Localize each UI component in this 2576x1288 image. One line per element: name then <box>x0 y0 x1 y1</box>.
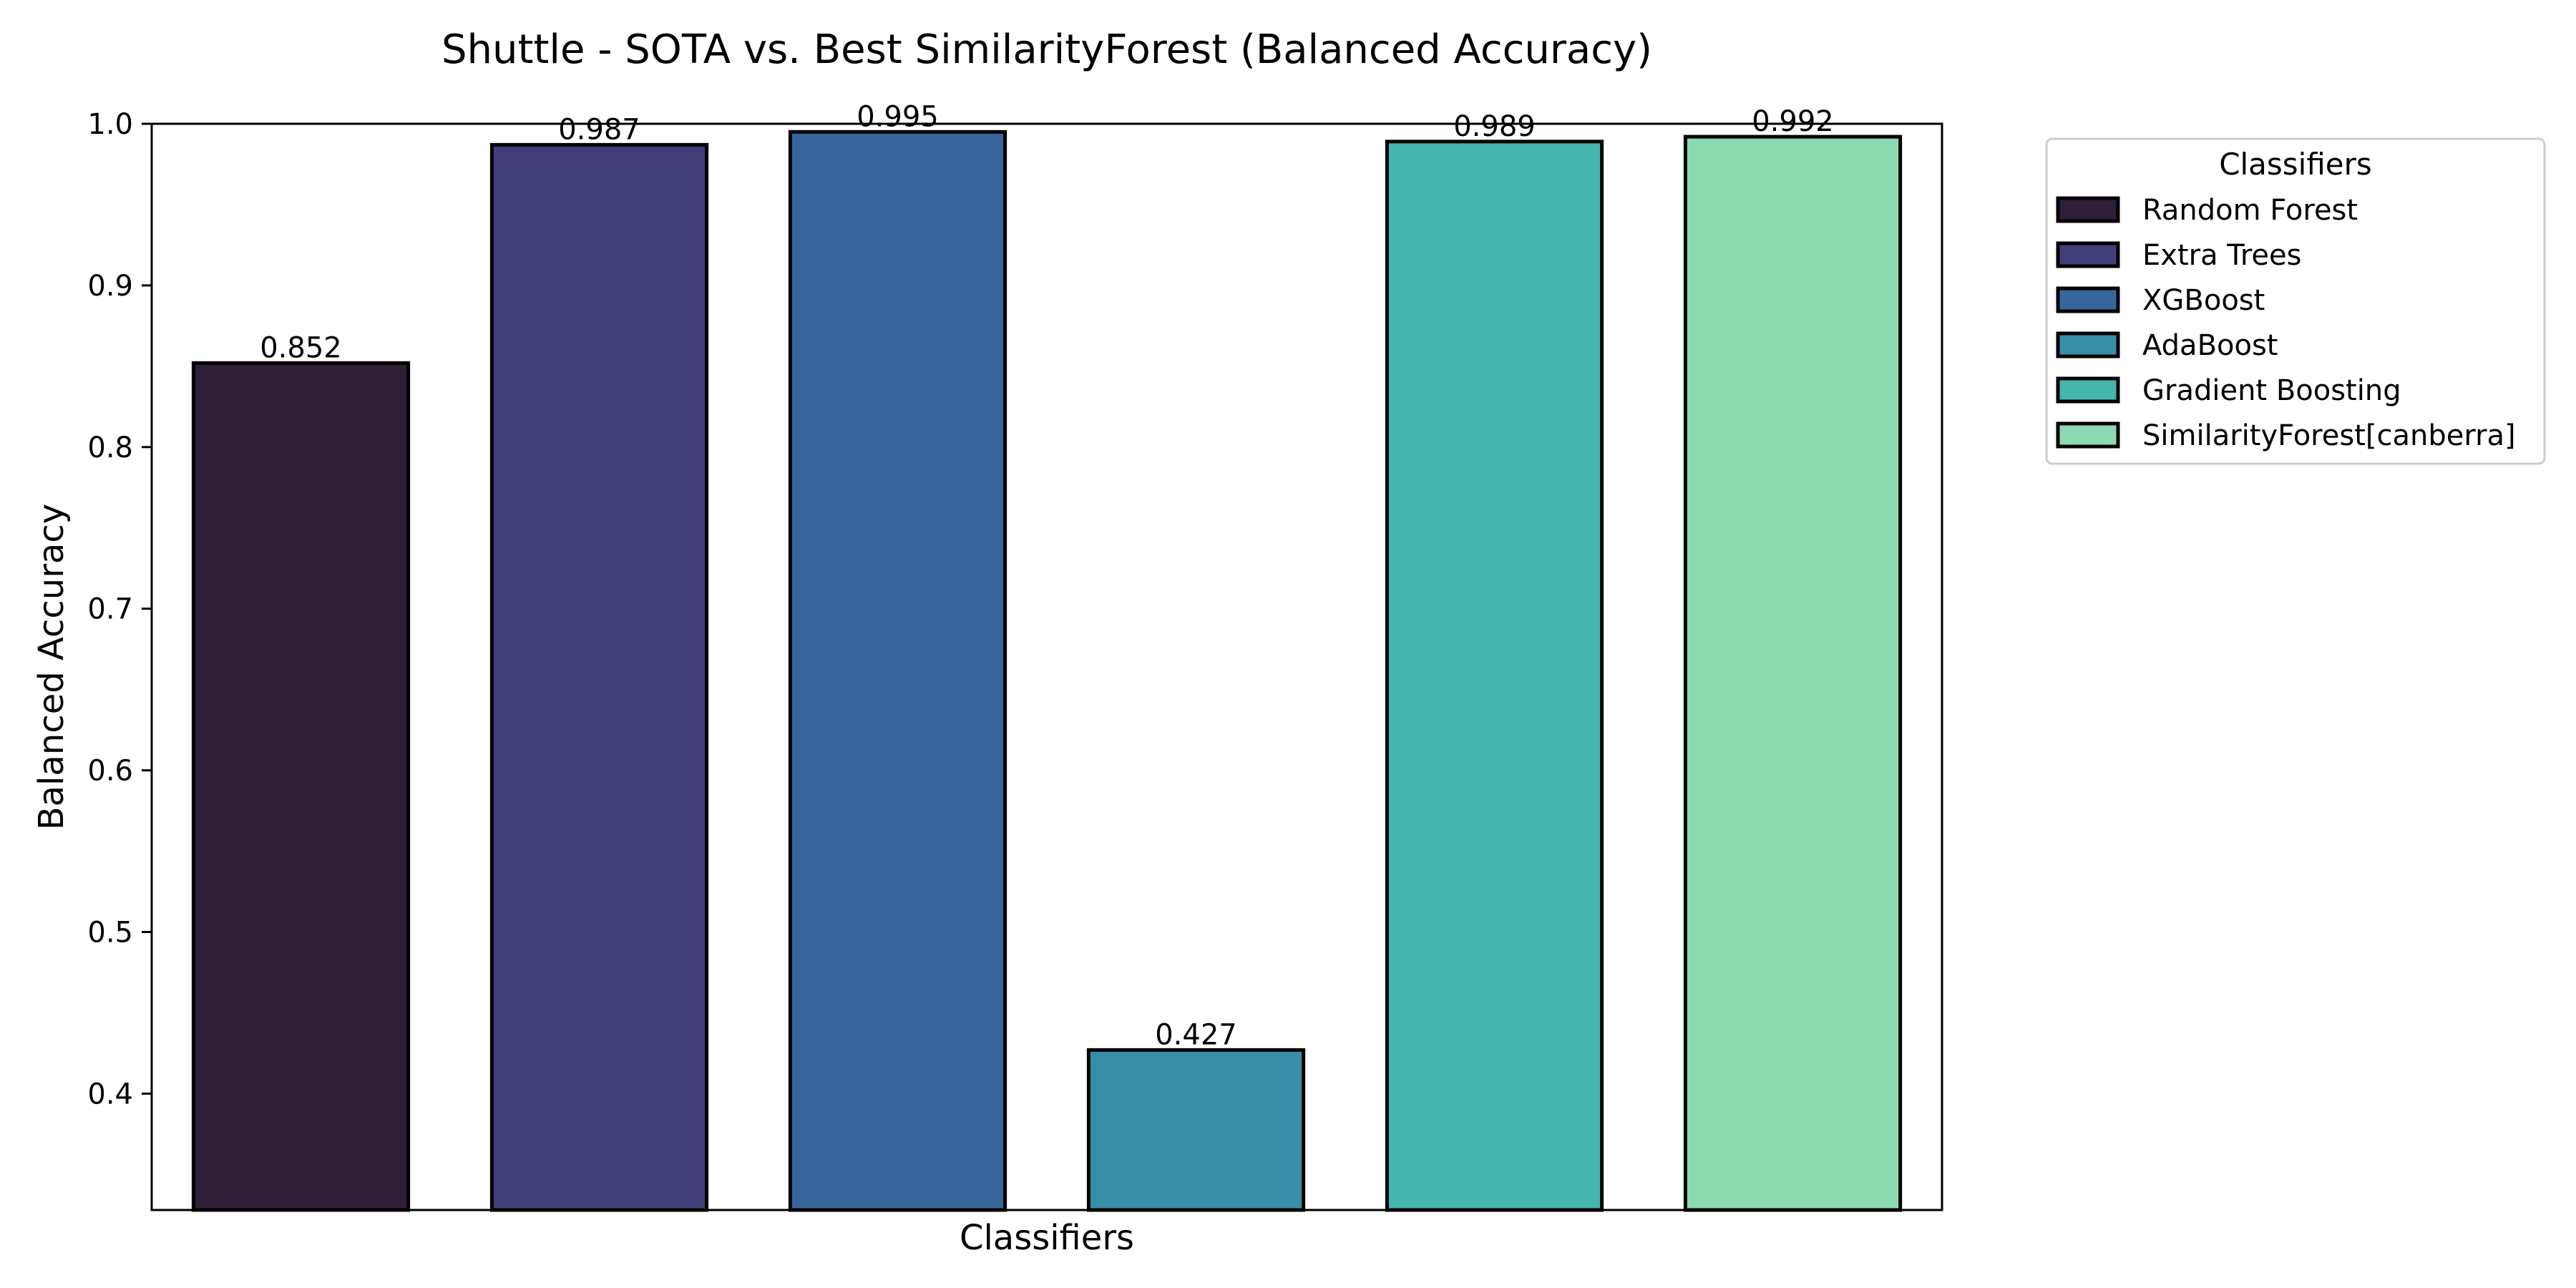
bar-5 <box>1683 135 1903 1212</box>
bar-value-label: 0.992 <box>1752 105 1834 138</box>
legend-entry-label: XGBoost <box>2142 284 2265 317</box>
legend-swatch <box>2056 376 2120 404</box>
y-tick-label: 0.9 <box>87 270 133 303</box>
bars: 0.852 0.987 0.995 0.427 0.989 0.992 <box>191 100 1903 1212</box>
legend-title: Classifiers <box>2219 147 2372 182</box>
y-axis-label: Balanced Accuracy <box>31 504 72 830</box>
plot-frame <box>150 122 1943 1211</box>
legend-swatch <box>2056 421 2120 449</box>
y-tick-label: 0.4 <box>87 1078 133 1111</box>
legend-entry-label: Gradient Boosting <box>2142 374 2401 407</box>
bar-value-label: 0.987 <box>558 113 640 146</box>
y-axis: 0.4 0.5 0.6 0.7 0.8 0.9 1.0 <box>87 108 152 1111</box>
bar-value-label: 0.995 <box>857 100 939 133</box>
bar-1 <box>489 142 709 1212</box>
legend-entry-label: SimilarityForest[canberra] <box>2142 419 2516 452</box>
legend-swatch <box>2056 196 2120 223</box>
y-tick-label: 0.5 <box>87 916 133 949</box>
legend-entry-label: AdaBoost <box>2142 329 2278 362</box>
bar-0 <box>191 361 411 1212</box>
y-tick-label: 0.7 <box>87 593 133 626</box>
legend-entry-label: Extra Trees <box>2142 239 2301 272</box>
y-tick-label: 1.0 <box>87 108 133 141</box>
x-axis-label: Classifiers <box>960 1218 1134 1258</box>
legend-frame <box>2045 137 2546 465</box>
bar-2 <box>788 130 1008 1212</box>
legend-swatch <box>2056 241 2120 268</box>
bar-value-label: 0.989 <box>1453 110 1536 143</box>
legend: Classifiers Random Forest Extra Trees XGBo… <box>2045 137 2546 465</box>
legend-entry-label: Random Forest <box>2142 194 2358 227</box>
y-tick-label: 0.8 <box>87 431 133 464</box>
legend-swatch <box>2056 331 2120 358</box>
chart-title: Shuttle - SOTA vs. Best SimilarityForest… <box>441 26 1652 73</box>
bar-value-label: 0.427 <box>1155 1018 1237 1051</box>
legend-swatch <box>2056 286 2120 313</box>
bar-value-label: 0.852 <box>260 331 342 364</box>
bar-3 <box>1086 1048 1306 1212</box>
bar-4 <box>1385 140 1604 1212</box>
y-tick-label: 0.6 <box>87 755 133 788</box>
